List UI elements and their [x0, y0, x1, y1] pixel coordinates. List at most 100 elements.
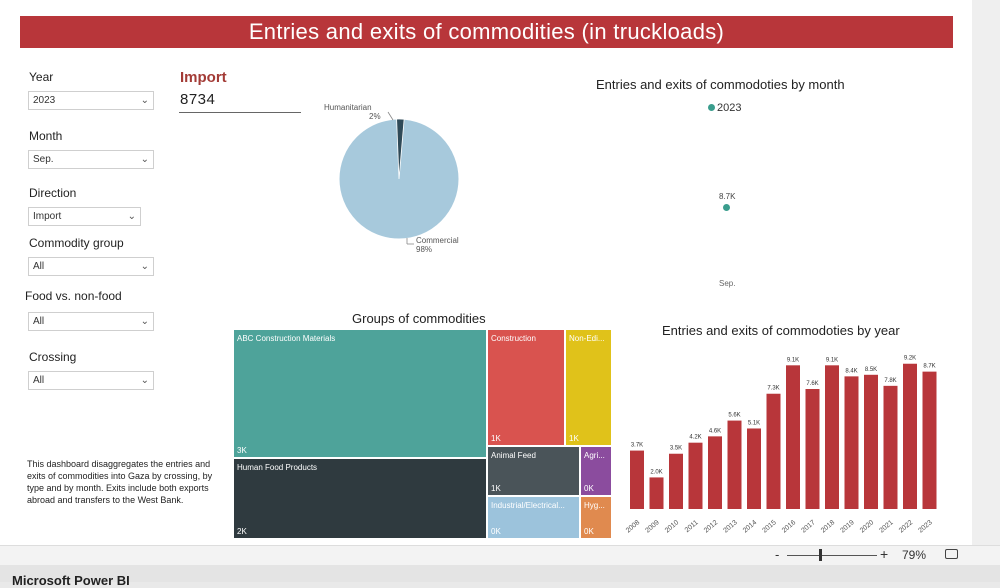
- month-filter-label: Month: [29, 129, 63, 143]
- x-tick-label: 2019: [839, 519, 856, 534]
- bar-2015[interactable]: [766, 393, 781, 509]
- import-card-value: 8734: [180, 91, 216, 108]
- taskbar-app-title[interactable]: Microsoft Power BI: [12, 573, 130, 588]
- bar-2017[interactable]: [805, 389, 820, 509]
- yearly-chart-title: Entries and exits of commodoties by year: [662, 323, 900, 338]
- year-dropdown-value: 2023: [33, 95, 56, 106]
- bar-value-label: 5.6K: [728, 413, 740, 419]
- zoom-out-button[interactable]: -: [775, 547, 780, 562]
- year-filter-label: Year: [29, 70, 54, 84]
- fit-to-page-icon[interactable]: [945, 549, 958, 559]
- monthly-x-label: Sep.: [719, 279, 736, 288]
- direction-dropdown[interactable]: Import ⌄: [28, 207, 141, 226]
- monthly-chart-title: Entries and exits of commodoties by mont…: [596, 77, 845, 92]
- commodity-group-dropdown-value: All: [33, 261, 45, 272]
- monthly-point-label: 8.7K: [719, 192, 736, 201]
- crossing-dropdown[interactable]: All ⌄: [28, 371, 154, 390]
- bar-2023[interactable]: [922, 371, 937, 509]
- x-tick-label: 2017: [800, 519, 817, 534]
- zoom-in-button[interactable]: +: [880, 546, 889, 562]
- bar-value-label: 7.6K: [806, 381, 818, 387]
- dashboard-description: This dashboard disaggregates the entries…: [27, 459, 213, 505]
- bar-value-label: 3.5K: [670, 446, 682, 452]
- treemap-tile-hygiene[interactable]: Hyg... 0K: [580, 496, 612, 539]
- x-tick-label: 2014: [742, 519, 759, 534]
- food-dropdown[interactable]: All ⌄: [28, 312, 154, 331]
- commodity-group-dropdown[interactable]: All ⌄: [28, 257, 154, 276]
- humanitarian-commercial-pie[interactable]: [310, 100, 510, 260]
- x-tick-label: 2010: [664, 519, 681, 534]
- bar-value-label: 8.5K: [865, 367, 877, 373]
- direction-dropdown-value: Import: [33, 211, 62, 222]
- bar-value-label: 2.0K: [650, 469, 662, 475]
- bar-2021[interactable]: [883, 385, 898, 509]
- bar-value-label: 5.1K: [748, 420, 760, 426]
- pie-pct-commercial: 98%: [416, 245, 433, 254]
- bar-value-label: 9.2K: [904, 356, 916, 362]
- zoom-slider-track[interactable]: [787, 555, 877, 556]
- pie-label-humanitarian: Humanitarian: [324, 103, 372, 112]
- bar-2012[interactable]: [708, 436, 722, 509]
- bar-2018[interactable]: [825, 365, 839, 509]
- bar-value-label: 9.1K: [826, 357, 838, 363]
- bar-2009[interactable]: [649, 477, 664, 509]
- treemap-tile-non-edible[interactable]: Non-Edi... 1K: [565, 329, 612, 446]
- treemap-tile-animal-feed[interactable]: Animal Feed 1K: [487, 446, 580, 496]
- taskbar: Microsoft Power BI: [0, 565, 1000, 588]
- bar-2022[interactable]: [903, 363, 917, 509]
- crossing-dropdown-value: All: [33, 375, 45, 386]
- import-card-underline: [179, 112, 301, 113]
- treemap-tile-human-food[interactable]: Human Food Products 2K: [233, 458, 487, 539]
- bar-value-label: 4.6K: [709, 428, 721, 434]
- treemap-tile-industrial[interactable]: Industrial/Electrical... 0K: [487, 496, 580, 539]
- report-canvas: Entries and exits of commodities (in tru…: [0, 0, 972, 545]
- monthly-point[interactable]: [723, 204, 730, 211]
- legend-dot-icon: [708, 104, 715, 111]
- commodity-group-filter-label: Commodity group: [29, 236, 124, 250]
- zoom-level[interactable]: 79%: [902, 548, 927, 562]
- bar-value-label: 8.4K: [845, 368, 857, 374]
- yearly-bar-chart: 3.7K 2008 2.0K 2009 3.5K 2010 4.2K 2011 4.6K 2012…: [625, 356, 937, 535]
- chevron-down-icon: ⌄: [140, 375, 149, 386]
- x-tick-label: 2009: [644, 519, 661, 534]
- x-tick-label: 2021: [878, 519, 895, 534]
- x-tick-label: 2012: [703, 519, 720, 534]
- treemap-tile-agri[interactable]: Agri... 0K: [580, 446, 612, 496]
- chevron-down-icon: ⌄: [140, 95, 149, 106]
- x-tick-label: 2013: [722, 519, 739, 534]
- right-scroll-area[interactable]: [972, 0, 1000, 545]
- food-dropdown-value: All: [33, 316, 45, 327]
- bar-2020[interactable]: [864, 374, 878, 509]
- status-bar: - + 79%: [0, 545, 1000, 565]
- bar-2016[interactable]: [786, 365, 800, 509]
- x-tick-label: 2022: [898, 519, 915, 534]
- treemap-tile-construction[interactable]: Construction 1K: [487, 329, 565, 446]
- month-dropdown-value: Sep.: [33, 154, 54, 165]
- x-tick-label: 2020: [859, 519, 876, 534]
- direction-filter-label: Direction: [29, 186, 77, 200]
- treemap-tile-abc-construction[interactable]: ABC Construction Materials 3K: [233, 329, 487, 458]
- pie-label-commercial: Commercial: [416, 236, 459, 245]
- bar-2011[interactable]: [688, 442, 703, 509]
- bar-2008[interactable]: [630, 450, 644, 509]
- chevron-down-icon: ⌄: [127, 211, 136, 222]
- pie-pct-humanitarian: 2%: [369, 112, 381, 121]
- zoom-slider-thumb[interactable]: [819, 549, 822, 561]
- x-tick-label: 2023: [917, 519, 934, 534]
- bar-2014[interactable]: [747, 428, 761, 509]
- bar-2013[interactable]: [727, 420, 742, 509]
- monthly-legend[interactable]: 2023: [708, 102, 741, 114]
- bar-value-label: 8.7K: [923, 364, 935, 370]
- pie-slice-humanitarian[interactable]: [396, 118, 405, 180]
- year-dropdown[interactable]: 2023 ⌄: [28, 91, 154, 110]
- bar-value-label: 9.1K: [787, 357, 799, 363]
- bar-2019[interactable]: [844, 376, 859, 509]
- chevron-down-icon: ⌄: [140, 261, 149, 272]
- import-card-title: Import: [180, 69, 227, 86]
- x-tick-label: 2016: [781, 519, 798, 534]
- chevron-down-icon: ⌄: [140, 316, 149, 327]
- month-dropdown[interactable]: Sep. ⌄: [28, 150, 154, 169]
- bar-value-label: 7.8K: [884, 378, 896, 384]
- bar-2010[interactable]: [669, 453, 683, 509]
- dashboard-title-banner: Entries and exits of commodities (in tru…: [20, 16, 953, 48]
